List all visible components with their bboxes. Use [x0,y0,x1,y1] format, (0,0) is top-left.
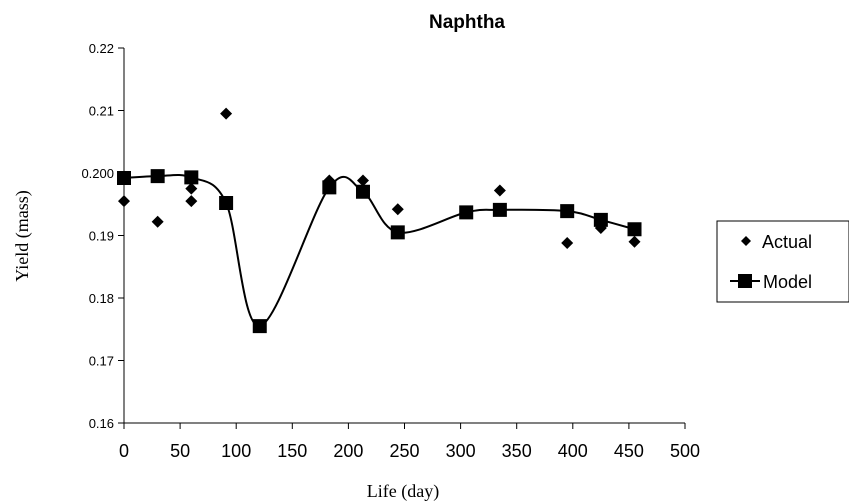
y-tick-label: 0.21 [89,104,114,119]
y-tick-label: 0.18 [89,291,114,306]
actual-point [594,222,607,234]
model-point [459,205,474,220]
x-tick-label: 300 [446,441,476,461]
actual-point [561,237,574,249]
x-tick-label: 50 [170,441,190,461]
y-tick-label: 0.16 [89,416,114,431]
chart-title: Naphtha [429,12,505,33]
actual-point [185,195,198,208]
x-tick-label: 450 [614,441,644,461]
actual-point [151,215,164,228]
model-point [492,202,507,217]
y-tick-label: 0.17 [89,354,114,369]
legend-model-marker [738,274,752,288]
y-tick-label: 0.22 [89,41,114,56]
model-point [150,169,165,184]
actual-point [323,174,336,187]
actual-point [391,203,404,216]
y-tick-label: 0.200 [81,166,114,181]
x-tick-label: 150 [277,441,307,461]
actual-point [185,182,198,195]
model-point [184,170,199,185]
x-tick-label: 350 [502,441,532,461]
x-tick-label: 400 [558,441,588,461]
y-tick-label: 0.19 [89,229,114,244]
model-point [390,225,405,240]
model-point [355,184,370,199]
model-point [593,212,608,227]
x-tick-label: 500 [670,441,700,461]
model-point [627,222,642,237]
legend-box [716,220,849,303]
actual-point [220,107,233,120]
model-point [117,171,131,185]
model-point [252,319,267,334]
legend-model-label: Model [763,272,812,292]
plot-area: 0.16 0.17 0.18 0.19 0.200 0.21 0.22 0 50 100 150 20… [81,41,700,461]
model-point [322,180,337,195]
x-tick-label: 0 [119,441,129,461]
legend: Actual Model [716,220,849,303]
model-series-line [123,173,635,328]
actual-point [118,195,130,208]
actual-point [628,235,641,248]
x-tick-label: 100 [221,441,251,461]
y-axis-title: Yield (mass) [12,190,33,282]
model-point [560,204,575,219]
x-axis-title: Life (day) [367,481,439,502]
legend-actual-label: Actual [762,232,812,252]
x-tick-label: 250 [389,441,419,461]
legend-actual-marker [741,236,751,246]
model-point [219,196,234,210]
x-tick-label: 200 [333,441,363,461]
actual-point [356,174,369,187]
actual-point [493,184,506,197]
